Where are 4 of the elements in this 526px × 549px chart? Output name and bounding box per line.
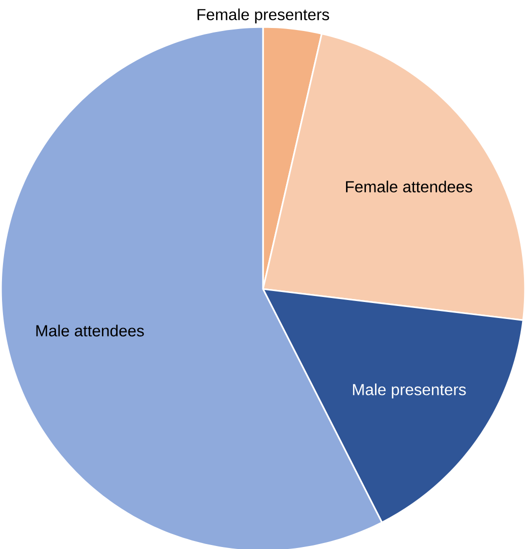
slice-label: Female presenters xyxy=(198,8,330,24)
slice-label: Male attendees xyxy=(36,324,144,336)
slice-label: Male presenters xyxy=(353,384,466,398)
slice-label: Female attendees xyxy=(346,180,472,192)
